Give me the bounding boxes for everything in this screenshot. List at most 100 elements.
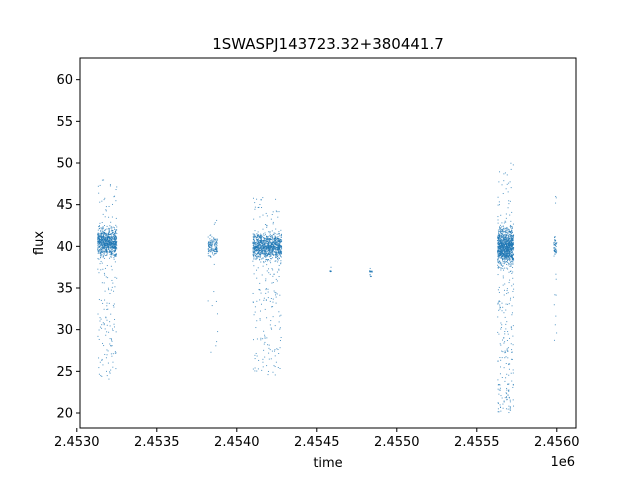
data-point xyxy=(254,243,256,245)
data-point xyxy=(266,260,268,262)
data-point xyxy=(114,247,116,249)
data-point xyxy=(555,252,557,254)
data-point xyxy=(512,242,514,244)
data-point xyxy=(112,236,114,238)
data-point xyxy=(508,397,510,399)
data-point xyxy=(512,267,514,268)
data-point xyxy=(497,258,499,260)
data-point xyxy=(272,250,274,252)
data-point xyxy=(509,238,511,240)
data-point xyxy=(278,244,280,246)
data-point xyxy=(113,306,115,308)
data-point xyxy=(500,264,502,266)
data-point xyxy=(109,225,111,227)
data-point xyxy=(108,237,110,239)
data-point xyxy=(115,232,117,234)
data-point xyxy=(555,202,557,204)
data-point xyxy=(259,237,261,239)
data-point xyxy=(513,258,515,260)
data-point xyxy=(510,253,512,255)
data-point xyxy=(266,270,268,272)
data-point xyxy=(111,340,113,342)
data-point xyxy=(509,242,511,244)
data-point xyxy=(276,211,278,213)
data-point xyxy=(259,319,261,321)
data-point xyxy=(254,233,256,235)
data-point xyxy=(512,257,514,259)
data-point xyxy=(98,239,100,241)
data-point xyxy=(101,324,103,326)
data-point xyxy=(507,268,509,270)
data-point xyxy=(512,234,514,236)
data-point xyxy=(106,246,108,248)
data-point xyxy=(503,312,505,314)
data-point xyxy=(276,255,278,257)
data-point xyxy=(272,257,274,259)
data-point xyxy=(512,255,514,257)
data-point xyxy=(101,222,103,224)
data-point xyxy=(509,253,511,255)
data-point xyxy=(504,259,506,261)
data-point xyxy=(259,256,261,258)
data-point xyxy=(105,242,107,244)
data-point xyxy=(506,288,508,290)
data-point xyxy=(105,245,107,247)
data-point xyxy=(509,337,511,339)
data-point xyxy=(98,299,100,301)
data-point xyxy=(263,240,265,242)
data-point xyxy=(273,232,275,234)
data-point xyxy=(280,245,282,247)
data-point xyxy=(278,252,280,254)
data-point xyxy=(268,347,270,349)
data-point xyxy=(216,248,218,250)
data-point xyxy=(100,235,102,237)
data-point xyxy=(254,241,256,243)
data-point xyxy=(257,241,259,243)
data-point xyxy=(498,261,500,263)
data-point xyxy=(107,247,109,249)
data-point xyxy=(508,246,510,248)
data-point xyxy=(98,240,100,242)
data-point xyxy=(278,233,280,235)
data-point xyxy=(114,255,116,257)
data-point xyxy=(258,234,260,236)
data-point xyxy=(216,242,218,244)
data-point xyxy=(213,237,215,239)
data-point xyxy=(102,231,104,233)
data-point xyxy=(259,249,261,251)
data-point xyxy=(510,409,512,411)
data-point xyxy=(100,239,102,241)
data-point xyxy=(101,247,103,249)
data-point xyxy=(98,357,100,359)
data-point xyxy=(497,222,499,224)
data-point xyxy=(258,235,260,237)
data-point xyxy=(506,389,508,391)
data-point xyxy=(215,249,217,251)
data-point xyxy=(502,243,504,245)
data-point xyxy=(554,237,556,239)
x-tick-label: 2.4530 xyxy=(54,435,100,450)
data-point xyxy=(113,241,115,243)
data-point xyxy=(508,374,510,376)
chart-title: 1SWASPJ143723.32+380441.7 xyxy=(212,35,444,53)
data-point xyxy=(98,241,100,243)
data-point xyxy=(498,254,500,256)
data-point xyxy=(106,240,108,242)
data-point xyxy=(498,262,500,264)
data-point xyxy=(101,251,103,253)
data-point xyxy=(498,246,500,247)
data-point xyxy=(253,236,255,238)
data-point xyxy=(505,309,507,311)
data-point xyxy=(108,302,110,304)
data-point xyxy=(265,280,267,282)
data-point xyxy=(259,244,261,246)
data-point xyxy=(260,241,262,243)
plot-frame xyxy=(79,57,577,429)
data-point xyxy=(504,357,506,359)
data-point xyxy=(506,263,508,265)
data-point xyxy=(371,270,373,272)
data-point xyxy=(105,241,107,243)
data-point xyxy=(265,250,267,252)
data-point xyxy=(278,268,280,270)
